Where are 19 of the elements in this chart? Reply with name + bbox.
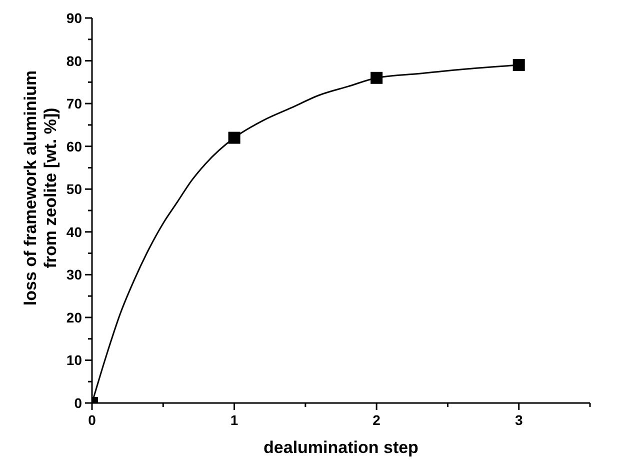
point	[512, 59, 525, 72]
x-tick-label: 3	[514, 412, 523, 428]
y-axis-title: loss of framework aluminium from zeolite [wt. %])	[21, 70, 60, 306]
y-tick-label: 40	[66, 224, 82, 240]
y-tick-label: 10	[66, 352, 82, 368]
x-tick-label: 2	[372, 412, 381, 428]
point	[370, 72, 383, 84]
y-tick-label: 20	[66, 309, 82, 326]
y-tick-label: 50	[66, 181, 82, 198]
point	[228, 132, 240, 144]
x-axis-title: dealumination step	[264, 438, 418, 458]
y-tick-label: 90	[66, 10, 82, 26]
x-tick-label: 1	[230, 412, 238, 428]
y-tick-label: 80	[66, 52, 82, 69]
y-tick-label: 30	[66, 266, 82, 283]
y-tick-label: 0	[74, 395, 82, 411]
x-tick-label: 0	[88, 412, 96, 428]
y-tick-label: 70	[66, 96, 82, 112]
y-tick-label: 60	[66, 138, 82, 154]
